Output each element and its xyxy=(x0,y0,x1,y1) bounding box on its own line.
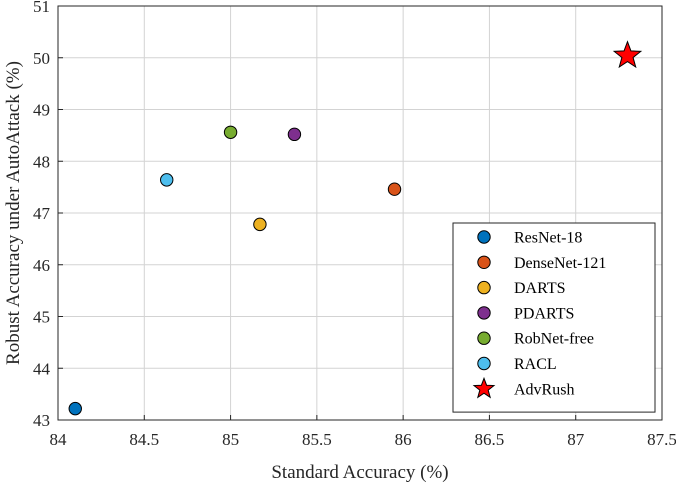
legend-marker xyxy=(472,376,496,399)
data-point xyxy=(68,401,82,416)
y-tick-label: 49 xyxy=(33,101,50,120)
legend-label: AdvRush xyxy=(514,381,574,398)
legend-marker xyxy=(477,356,491,371)
legend-label: PDARTS xyxy=(514,305,574,322)
data-point xyxy=(160,173,174,187)
legend: ResNet-18 DenseNet-121 DARTS PDARTS RobNet-f… xyxy=(452,222,656,413)
legend-label: DenseNet-121 xyxy=(514,255,606,272)
legend-marker xyxy=(477,306,491,320)
y-tick-label: 47 xyxy=(33,204,51,223)
legend-marker xyxy=(477,255,491,269)
data-point xyxy=(253,217,267,232)
y-tick-label: 50 xyxy=(33,49,50,68)
y-tick-label: 48 xyxy=(33,152,50,171)
y-tick-label: 45 xyxy=(33,308,50,327)
data-point xyxy=(287,127,302,142)
x-tick-label: 85.5 xyxy=(302,430,332,449)
x-axis-title: Standard Accuracy (%) xyxy=(271,462,448,483)
legend-label: DARTS xyxy=(514,280,566,297)
legend-marker xyxy=(477,230,491,244)
x-tick-label: 86 xyxy=(395,430,412,449)
x-axis-ticks: 84 84.5 85 85.5 86 86.5 87 87.5 xyxy=(50,415,676,449)
data-point xyxy=(223,125,238,139)
x-tick-label: 85 xyxy=(222,430,239,449)
legend-marker xyxy=(477,331,491,345)
x-tick-label: 87.5 xyxy=(647,430,676,449)
x-tick-label: 86.5 xyxy=(475,430,505,449)
legend-marker xyxy=(477,280,491,295)
x-tick-label: 84.5 xyxy=(129,430,159,449)
legend-label: RACL xyxy=(514,356,557,373)
y-axis-ticks: 43 44 45 46 47 48 49 50 51 xyxy=(33,0,63,430)
y-tick-label: 43 xyxy=(33,411,50,430)
y-tick-label: 51 xyxy=(33,0,50,16)
x-tick-label: 87 xyxy=(567,430,585,449)
y-tick-label: 44 xyxy=(33,359,51,378)
y-axis-title: Robust Accuracy under AutoAttack (%) xyxy=(3,61,24,365)
data-point xyxy=(387,182,402,196)
data-point xyxy=(612,40,643,69)
data-points xyxy=(68,40,643,416)
x-tick-label: 84 xyxy=(50,430,68,449)
y-tick-label: 46 xyxy=(33,256,50,275)
legend-label: RobNet-free xyxy=(514,331,594,348)
legend-label: ResNet-18 xyxy=(514,230,582,247)
